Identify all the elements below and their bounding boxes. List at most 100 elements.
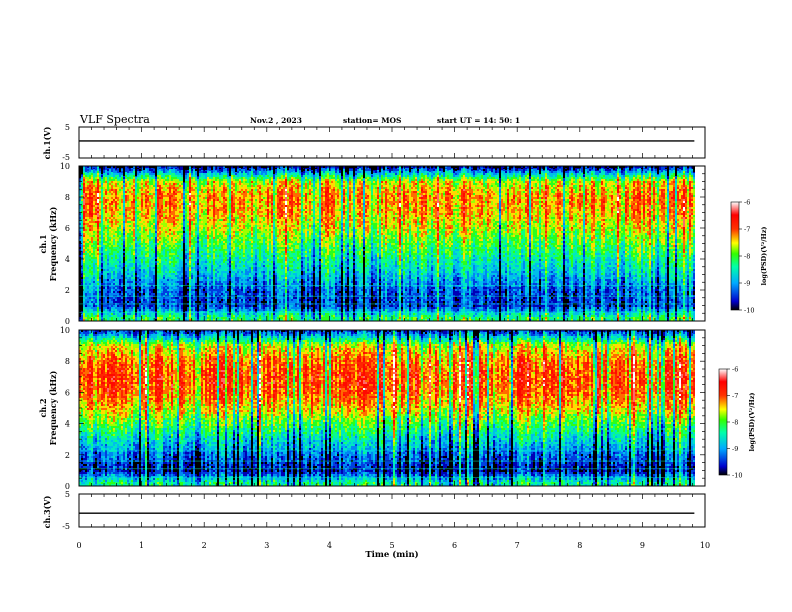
spectrogram-cell [85, 309, 87, 311]
spectrogram-cell [97, 177, 99, 179]
spectrogram-cell [121, 241, 123, 243]
spectrogram-cell [93, 281, 95, 283]
spectrogram-cell [121, 191, 123, 195]
spectrogram-cell [93, 179, 95, 183]
spectrogram-cell [97, 239, 99, 241]
spectrogram-cell [121, 181, 123, 183]
spectrogram-cell [125, 255, 127, 261]
spectrogram-cell [101, 283, 103, 285]
spectrogram-cell [111, 271, 113, 273]
spectrogram-cell [105, 251, 107, 255]
spectrogram-cell [109, 185, 111, 187]
spectrogram-cell [95, 305, 97, 307]
spectrogram-cell [121, 293, 123, 295]
spectrogram-cell [117, 241, 119, 243]
spectrogram-cell [89, 189, 91, 193]
spectrogram-cell [89, 291, 91, 293]
spectrogram-cell [121, 313, 123, 317]
spectrogram-cell [81, 237, 83, 239]
spectrogram-cell [109, 227, 111, 229]
spectrogram-cell [99, 175, 101, 177]
spectrogram-cell [91, 203, 93, 205]
spectrogram-cell [113, 275, 115, 279]
spectrogram-cell [93, 221, 95, 223]
spectrogram-cell [85, 181, 87, 183]
spectrogram-cell [119, 247, 121, 249]
spectrogram-cell [111, 189, 113, 191]
spectrogram-cell [123, 207, 125, 213]
spectrogram-cell [113, 173, 115, 177]
spectrogram-cell [99, 215, 101, 219]
spectrogram-cell [97, 209, 99, 211]
spectrogram-cell [91, 175, 93, 177]
spectrogram-cell [95, 311, 97, 315]
spectrogram-cell [93, 245, 95, 247]
spectrogram-cell [99, 185, 101, 187]
spectrogram-cell [85, 313, 87, 317]
spectrogram-cell [85, 187, 87, 191]
spectrogram-cell [103, 275, 105, 279]
spectrogram-cell [105, 181, 107, 183]
spectrogram-cell [115, 189, 117, 195]
spectrogram-cell [123, 245, 125, 247]
spectrogram-cell [97, 313, 99, 315]
spectrogram-cell [101, 285, 103, 313]
spectrogram-cell [87, 269, 89, 271]
spectrogram-cell [115, 209, 117, 211]
spectrogram-cell [107, 223, 109, 225]
spectrogram-cell [125, 317, 127, 319]
spectrogram-cell [101, 185, 103, 187]
spectrogram-cell [125, 273, 127, 275]
spectrogram-cell [105, 287, 107, 289]
spectrogram-cell [85, 299, 87, 303]
spectrogram-cell [115, 299, 117, 301]
spectrogram-cell [89, 275, 91, 277]
spectrogram-cell [99, 249, 101, 253]
spectrogram-cell [93, 225, 95, 227]
spectrogram-cell [91, 237, 93, 243]
spectrogram-cell [99, 279, 101, 283]
spectrogram-cell [117, 297, 119, 303]
spectrogram-cell [117, 273, 119, 279]
spectrogram-cell [125, 315, 127, 317]
spectrogram-cell [89, 187, 91, 189]
spectrogram-cell [99, 209, 101, 211]
spectrogram-cell [121, 273, 123, 275]
spectrogram-cell [113, 251, 115, 253]
spectrogram-cell [111, 183, 113, 185]
spectrogram-cell [103, 191, 105, 193]
spectrogram-cell [105, 237, 107, 241]
spectrogram-cell [109, 263, 111, 267]
spectrogram-cell [97, 267, 99, 269]
spectrogram-cell [119, 215, 121, 219]
spectrogram-cell [85, 277, 87, 283]
spectrogram-cell [93, 235, 95, 237]
spectrogram-cell [119, 199, 121, 207]
spectrogram-cell [93, 205, 95, 207]
spectrogram-cell [89, 267, 91, 269]
spectrogram-cell [99, 191, 101, 193]
spectrogram-cell [109, 217, 111, 219]
spectrogram-cell [123, 185, 125, 187]
spectrogram-cell [95, 223, 97, 227]
spectrogram-cell [89, 233, 91, 237]
spectrogram-cell [89, 249, 91, 251]
spectrogram-cell [99, 227, 101, 229]
spectrogram-cell [89, 299, 91, 301]
spectrogram-cell [119, 166, 121, 172]
spectrogram-cell [103, 243, 105, 245]
spectrogram-cell [103, 183, 105, 187]
spectrogram-cell [123, 181, 125, 183]
spectrogram-cell [97, 289, 99, 291]
spectrogram-cell [83, 263, 85, 271]
spectrogram-cell [121, 171, 123, 173]
spectrogram-cell [125, 277, 127, 279]
station-label: station= MOS [343, 116, 401, 125]
spectrogram-cell [85, 203, 87, 205]
spectrogram-cell [93, 243, 95, 245]
spectrogram-cell [121, 291, 123, 293]
spectrogram-cell [89, 313, 91, 317]
spectrogram-cell [123, 313, 125, 315]
spectrogram-cell [105, 209, 107, 211]
spectrogram-cell [93, 197, 95, 201]
